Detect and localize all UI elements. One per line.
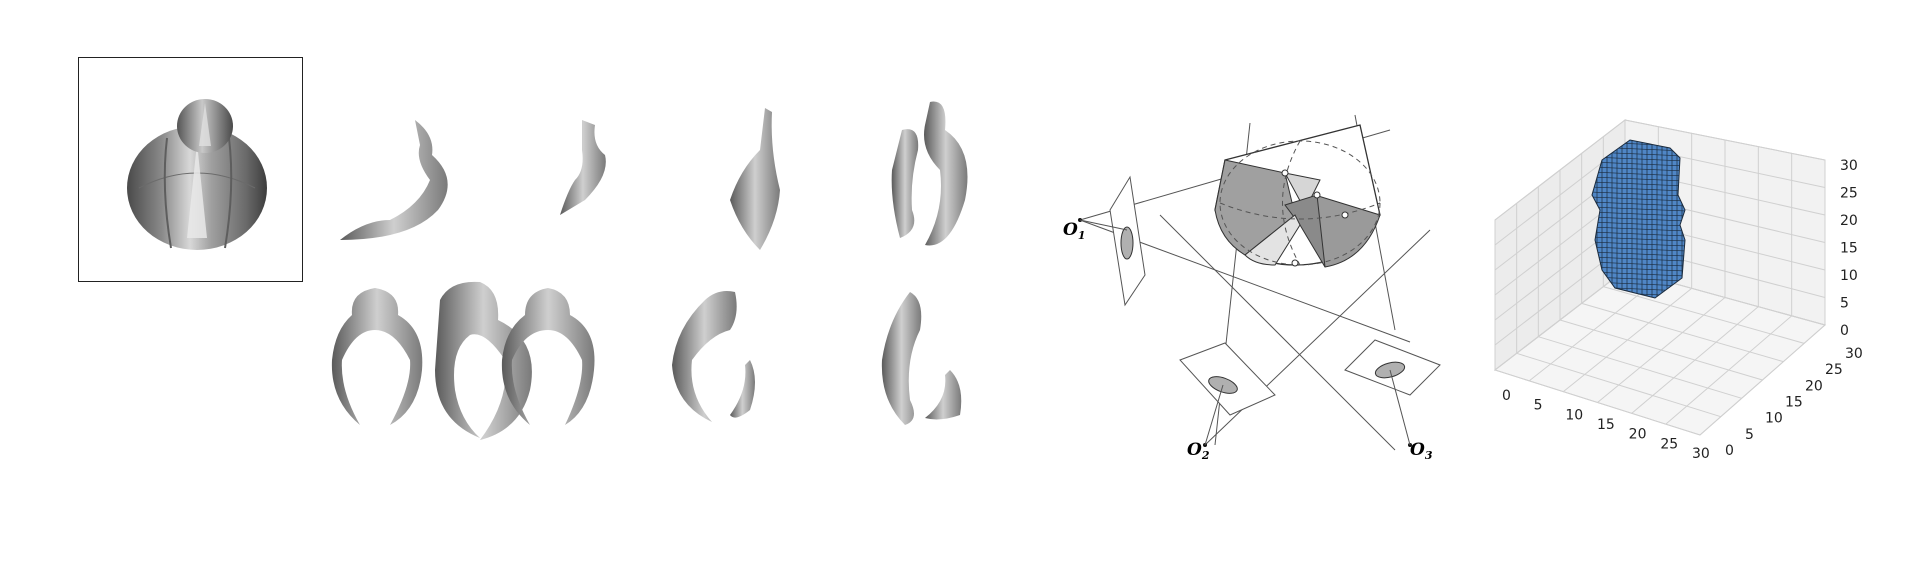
x-tick-label: 25 bbox=[1660, 436, 1678, 452]
slice-view-2 bbox=[560, 120, 606, 215]
z-tick-label: 15 bbox=[1840, 241, 1858, 257]
x-tick-label: 15 bbox=[1597, 417, 1615, 433]
partial-view-slices bbox=[331, 101, 968, 440]
shaded-region bbox=[1284, 172, 1321, 212]
slice-view-1 bbox=[340, 120, 448, 240]
camera-1-label: O1 bbox=[1063, 220, 1085, 242]
intersection-point bbox=[1291, 259, 1299, 267]
y-tick-label: 0 bbox=[1725, 443, 1734, 459]
projection-line bbox=[1159, 214, 1396, 451]
y-tick-label: 30 bbox=[1845, 346, 1863, 362]
slice-view-4b bbox=[891, 129, 919, 238]
slice-view-9 bbox=[881, 292, 922, 425]
slice-view-7 bbox=[501, 288, 595, 425]
shaded-region bbox=[1244, 214, 1301, 266]
intersection-point bbox=[1281, 169, 1289, 177]
camera-2-label: O2 bbox=[1187, 440, 1210, 462]
y-tick-label: 15 bbox=[1785, 395, 1803, 411]
multi-view-camera-diagram: O1 O2 O3 bbox=[1063, 114, 1441, 462]
z-tick-label: 0 bbox=[1840, 323, 1849, 339]
camera-2 bbox=[1179, 342, 1276, 447]
voxel-object bbox=[1591, 139, 1686, 299]
z-tick-label: 25 bbox=[1840, 186, 1858, 202]
z-tick-label: 5 bbox=[1840, 296, 1849, 312]
y-tick-label: 20 bbox=[1805, 378, 1823, 394]
slice-view-4 bbox=[924, 101, 968, 246]
slice-view-8 bbox=[672, 291, 737, 422]
slice-view-5 bbox=[435, 281, 532, 440]
y-tick-label: 25 bbox=[1825, 362, 1843, 378]
y-tick-label: 10 bbox=[1765, 411, 1783, 427]
x-tick-label: 0 bbox=[1502, 388, 1511, 404]
reference-object-frame bbox=[78, 57, 303, 282]
x-tick-label: 10 bbox=[1565, 407, 1583, 423]
camera-3-label: O3 bbox=[1410, 440, 1433, 462]
reference-object-render bbox=[127, 99, 267, 250]
slice-view-6 bbox=[331, 288, 423, 425]
z-tick-label: 20 bbox=[1840, 213, 1858, 229]
intersection-point bbox=[1313, 191, 1321, 199]
intersection-point bbox=[1341, 211, 1349, 219]
x-tick-label: 30 bbox=[1692, 446, 1710, 462]
slice-view-3 bbox=[730, 108, 780, 250]
camera-3 bbox=[1344, 339, 1441, 447]
x-tick-label: 5 bbox=[1534, 398, 1543, 414]
z-tick-label: 10 bbox=[1840, 268, 1858, 284]
z-tick-label: 30 bbox=[1840, 158, 1858, 174]
y-tick-label: 5 bbox=[1745, 427, 1754, 443]
camera-1 bbox=[1078, 175, 1146, 307]
x-tick-label: 20 bbox=[1629, 427, 1647, 443]
